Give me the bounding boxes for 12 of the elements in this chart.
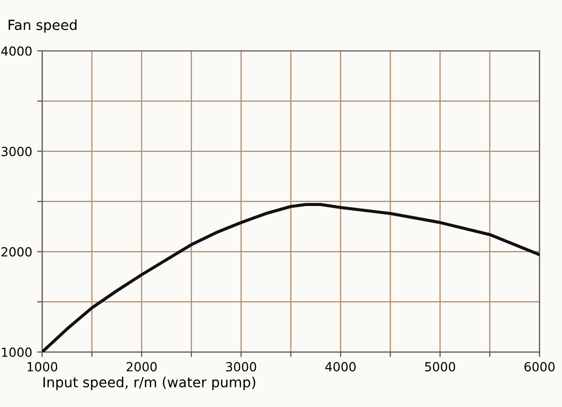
x-axis-title: Input speed, r/m (water pump): [44, 376, 256, 390]
x-tick-label: 4000: [325, 362, 356, 372]
x-tick-label: 1000: [28, 362, 58, 372]
y-tick-label: 1000: [2, 348, 32, 357]
y-tick-label: 3000: [2, 146, 32, 156]
y-axis-title: Fan speed: [8, 19, 76, 33]
x-tick-label: 2000: [126, 362, 157, 372]
y-tick-label: 4000: [1, 46, 32, 56]
x-tick-label: 5000: [425, 362, 456, 372]
y-tick-label: 2000: [2, 247, 32, 257]
x-tick-label: 6000: [524, 362, 555, 372]
x-tick-label: 3000: [226, 362, 256, 372]
